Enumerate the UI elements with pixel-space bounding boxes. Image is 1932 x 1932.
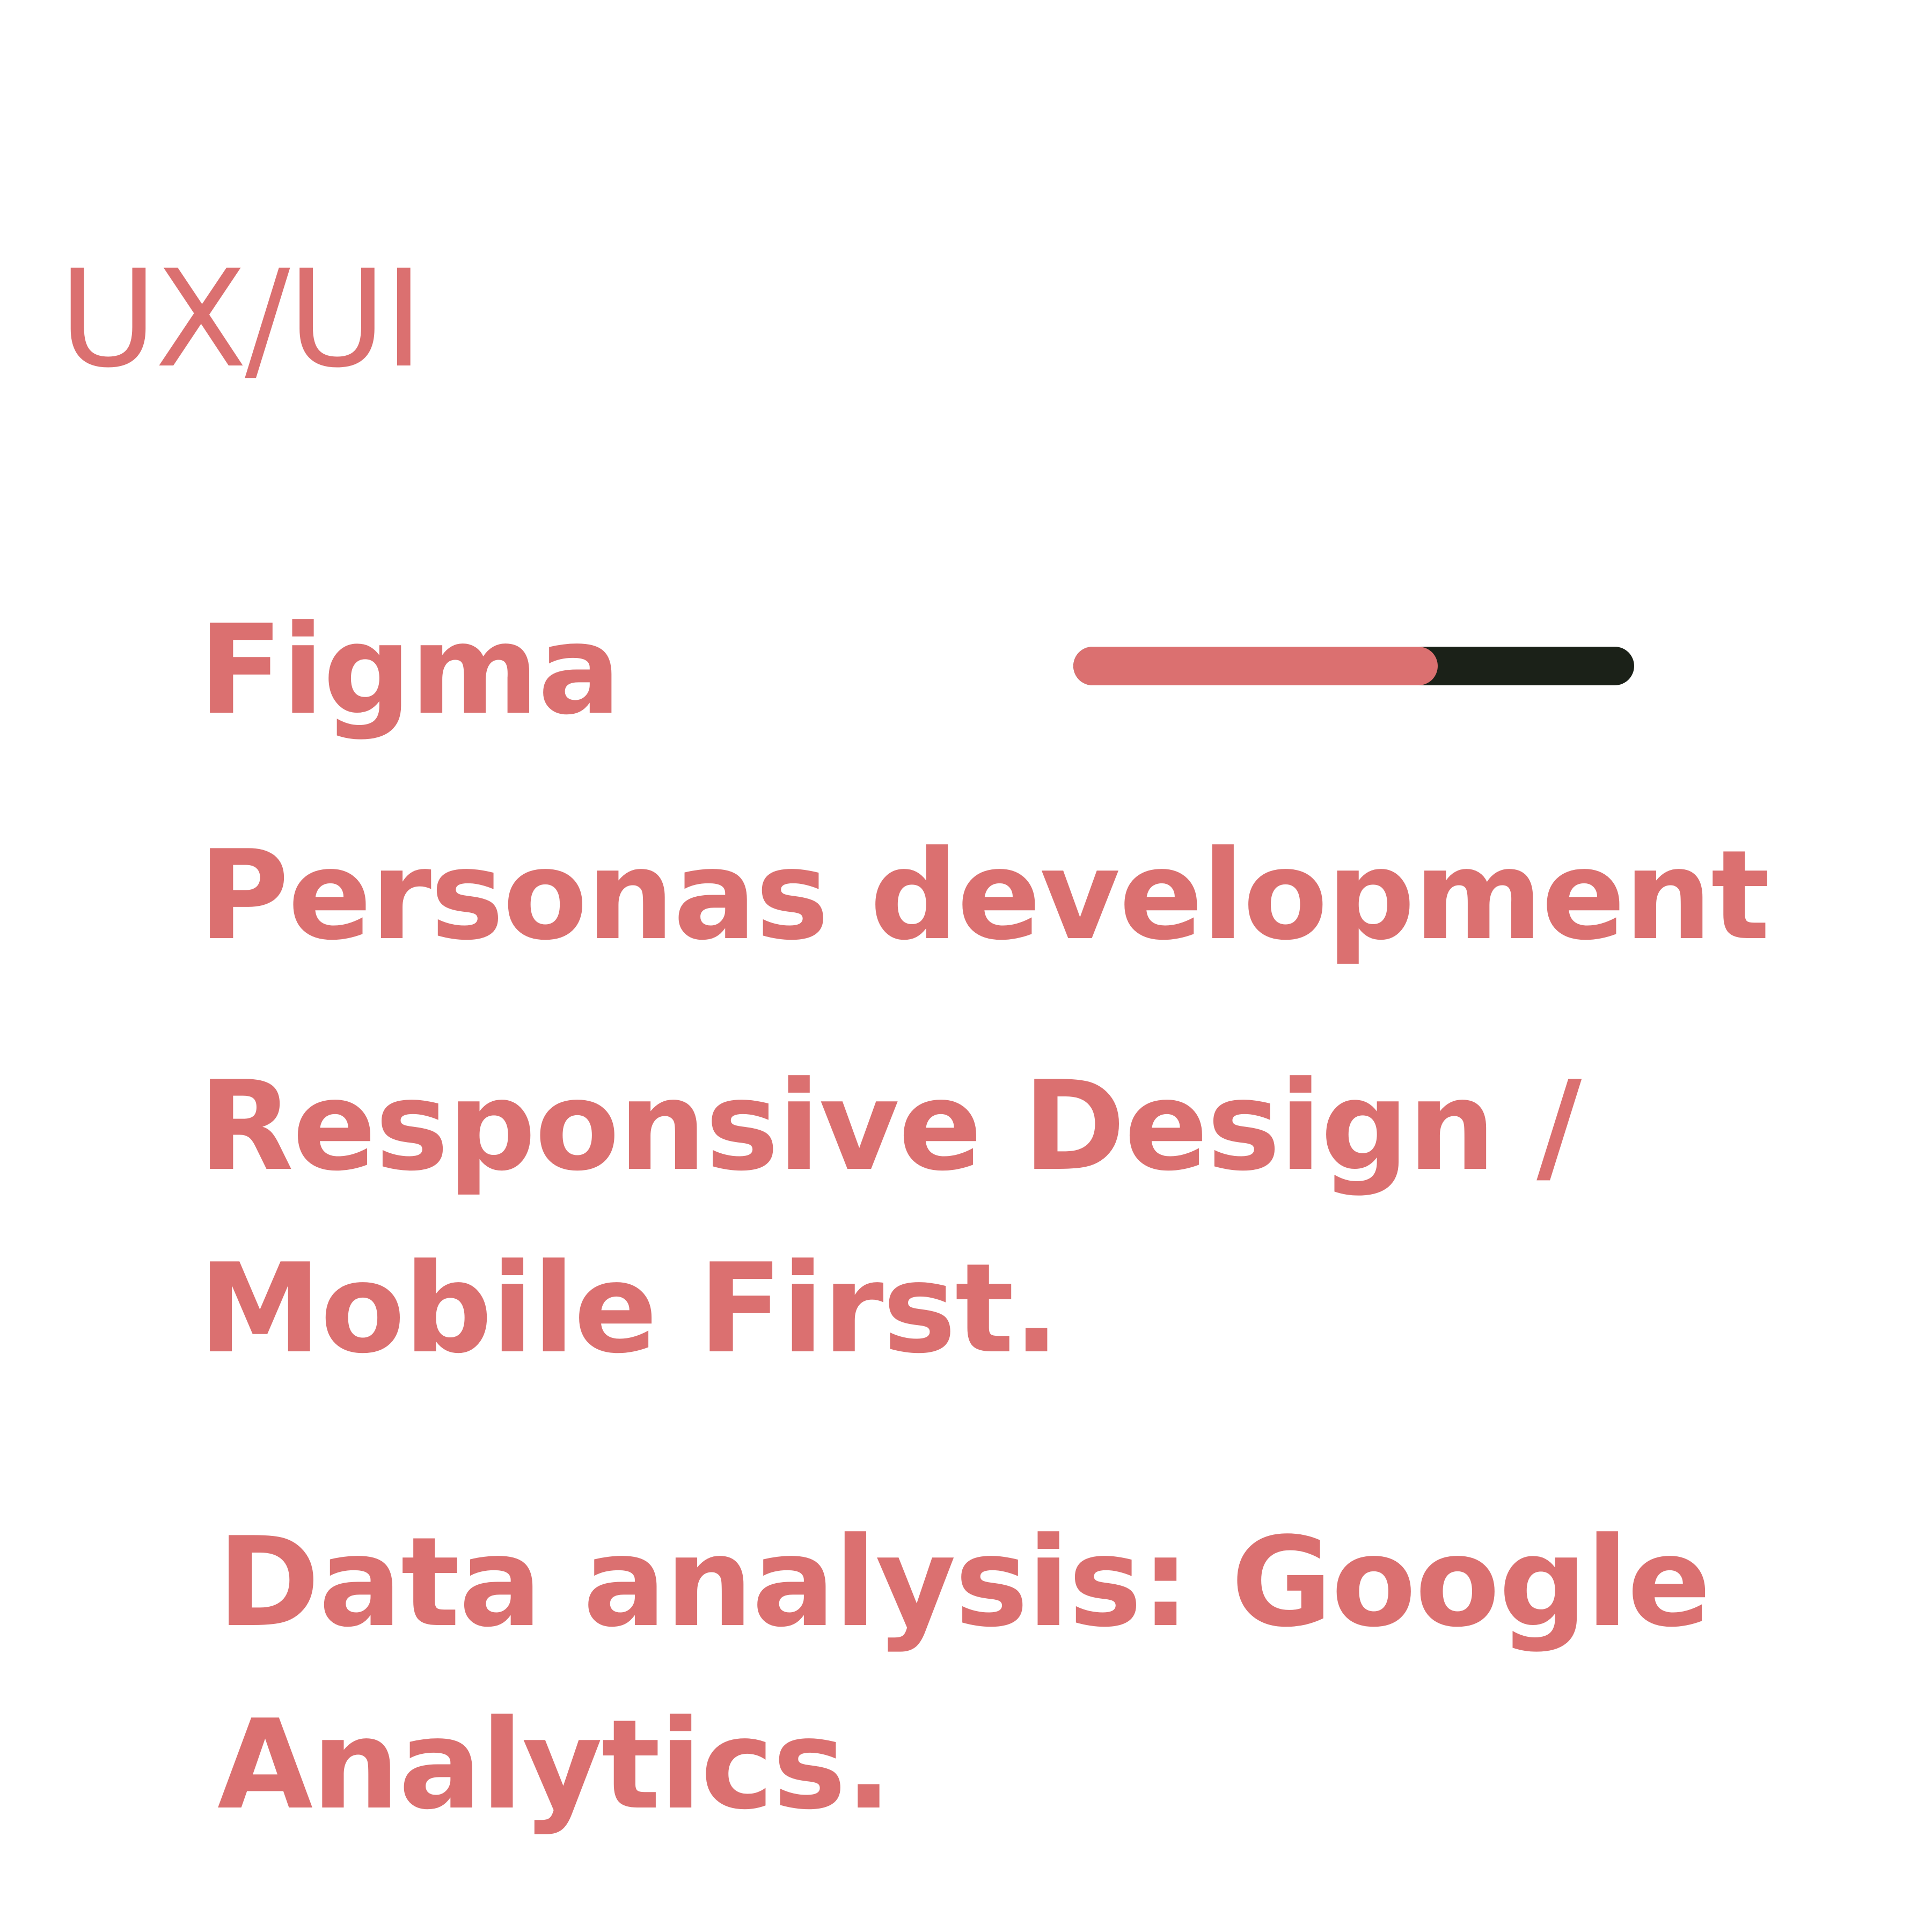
skill-responsive: Responsive Design / Mobile First. — [199, 1036, 1582, 1401]
skill-data-analysis: Data analysis: Google Analytics. — [217, 1492, 1711, 1857]
skill-responsive-line-2: Mobile First. — [199, 1238, 1060, 1381]
skill-personas: Personas development — [199, 824, 1770, 968]
figma-progress-fill — [1073, 647, 1438, 685]
skill-data-line-1: Data analysis: Google — [217, 1511, 1711, 1655]
skill-figma: Figma — [199, 599, 621, 742]
section-title: UX/UI — [59, 241, 423, 397]
skill-data-line-2: Analytics. — [217, 1694, 892, 1837]
figma-progress-bar — [1073, 647, 1634, 685]
skill-responsive-line-1: Responsive Design / — [199, 1055, 1582, 1198]
